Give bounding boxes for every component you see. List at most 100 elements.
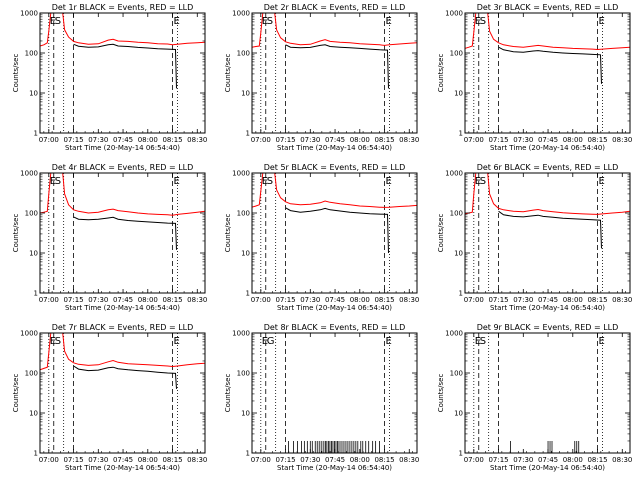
- series-events: [73, 216, 177, 250]
- x-tick-label: 07:00: [39, 136, 59, 144]
- x-axis-label: Start Time (20-May-14 06:54:40): [277, 464, 392, 472]
- x-tick-label: 07:15: [275, 136, 295, 144]
- x-tick-label: 08:15: [374, 296, 394, 304]
- y-axis-label: Counts/sec: [224, 214, 232, 253]
- x-tick-label: 08:15: [587, 296, 607, 304]
- event-marker-label: S: [267, 16, 273, 27]
- y-tick-label: 10: [454, 90, 463, 98]
- plot-frame: [39, 172, 206, 294]
- x-tick-label: 08:15: [587, 456, 607, 464]
- plot-area: [260, 333, 390, 453]
- x-tick-label: 08:15: [374, 136, 394, 144]
- y-tick-label: 1000: [232, 10, 250, 18]
- y-axis-label: Counts/sec: [12, 374, 20, 413]
- event-marker-label: G: [267, 336, 275, 347]
- x-tick-label: 07:30: [88, 456, 108, 464]
- x-axis-label: Start Time (20-May-14 06:54:40): [277, 144, 392, 152]
- event-marker-label: E: [386, 16, 392, 27]
- event-marker-label: E: [475, 336, 481, 347]
- x-tick-label: 07:15: [275, 296, 295, 304]
- y-tick-label: 1: [459, 130, 463, 138]
- x-tick-label: 07:00: [251, 136, 271, 144]
- plot-area: [252, 173, 417, 293]
- plot-frame: [251, 12, 418, 134]
- x-tick-label: 07:15: [63, 296, 83, 304]
- series-events: [498, 46, 602, 84]
- x-tick-label: 08:00: [138, 136, 158, 144]
- x-tick-label: 07:00: [464, 456, 484, 464]
- x-tick-label: 07:45: [325, 296, 345, 304]
- x-tick-label: 08:00: [563, 296, 583, 304]
- y-tick-label: 10: [241, 410, 250, 418]
- y-tick-label: 10: [29, 90, 38, 98]
- panel-title: Det 3r BLACK = Events, RED = LLD: [477, 3, 619, 12]
- y-tick-label: 1000: [445, 330, 463, 338]
- x-tick-label: 08:15: [162, 296, 182, 304]
- x-tick-label: 08:00: [563, 456, 583, 464]
- event-marker-label: E: [599, 176, 605, 187]
- x-tick-label: 07:45: [325, 136, 345, 144]
- plot-frame: [39, 12, 206, 134]
- y-axis-label: Counts/sec: [12, 214, 20, 253]
- event-marker-label: S: [55, 336, 61, 347]
- y-tick-label: 100: [237, 210, 250, 218]
- y-tick-label: 1: [34, 130, 38, 138]
- panel-title: Det 7r BLACK = Events, RED = LLD: [52, 323, 194, 332]
- x-tick-label: 07:45: [538, 136, 558, 144]
- series-lld: [252, 13, 417, 48]
- series-lld: [465, 173, 630, 215]
- panel-title: Det 2r BLACK = Events, RED = LLD: [264, 3, 406, 12]
- x-tick-label: 07:45: [325, 456, 345, 464]
- x-tick-label: 08:00: [138, 296, 158, 304]
- plot-frame: [464, 332, 631, 454]
- panel-title: Det 9r BLACK = Events, RED = LLD: [477, 323, 619, 332]
- event-marker-label: E: [262, 336, 268, 347]
- y-tick-label: 1: [459, 450, 463, 458]
- y-tick-label: 1000: [232, 330, 250, 338]
- series-lld: [40, 13, 205, 47]
- x-tick-label: 07:30: [300, 136, 320, 144]
- event-marker-label: E: [174, 16, 180, 27]
- y-tick-label: 100: [450, 50, 463, 58]
- x-tick-label: 07:15: [488, 456, 508, 464]
- y-tick-label: 1000: [20, 10, 38, 18]
- y-tick-label: 1000: [20, 330, 38, 338]
- x-tick-label: 08:30: [187, 456, 207, 464]
- x-tick-label: 07:15: [63, 136, 83, 144]
- plot-frame: [251, 332, 418, 454]
- series-events: [73, 365, 177, 389]
- x-axis-label: Start Time (20-May-14 06:54:40): [65, 464, 180, 472]
- panel-title: Det 8r BLACK = Events, RED = LLD: [264, 323, 406, 332]
- panel-title: Det 1r BLACK = Events, RED = LLD: [52, 3, 194, 12]
- plot-frame: [464, 172, 631, 294]
- plot-frame: [39, 332, 206, 454]
- y-axis-label: Counts/sec: [12, 54, 20, 93]
- y-tick-label: 100: [25, 210, 38, 218]
- y-tick-label: 1000: [445, 10, 463, 18]
- y-axis-label: Counts/sec: [437, 54, 445, 93]
- y-tick-label: 1: [34, 290, 38, 298]
- event-marker-label: E: [50, 336, 56, 347]
- x-axis-label: Start Time (20-May-14 06:54:40): [490, 304, 605, 312]
- plot-frame: [251, 172, 418, 294]
- y-tick-label: 10: [241, 90, 250, 98]
- x-tick-label: 08:15: [587, 136, 607, 144]
- x-axis-label: Start Time (20-May-14 06:54:40): [277, 304, 392, 312]
- y-tick-label: 10: [29, 250, 38, 258]
- x-tick-label: 08:30: [612, 296, 632, 304]
- event-marker-label: E: [50, 16, 56, 27]
- x-tick-label: 07:30: [513, 456, 533, 464]
- series-lld: [40, 333, 205, 371]
- x-tick-label: 07:30: [300, 296, 320, 304]
- plot-area: [465, 13, 630, 133]
- x-tick-label: 08:00: [563, 136, 583, 144]
- panel-title: Det 6r BLACK = Events, RED = LLD: [477, 163, 619, 172]
- event-marker-label: S: [480, 176, 486, 187]
- series-lld: [40, 173, 205, 216]
- series-events: [285, 207, 389, 254]
